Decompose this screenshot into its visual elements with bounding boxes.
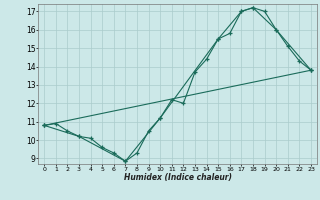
X-axis label: Humidex (Indice chaleur): Humidex (Indice chaleur) bbox=[124, 173, 232, 182]
